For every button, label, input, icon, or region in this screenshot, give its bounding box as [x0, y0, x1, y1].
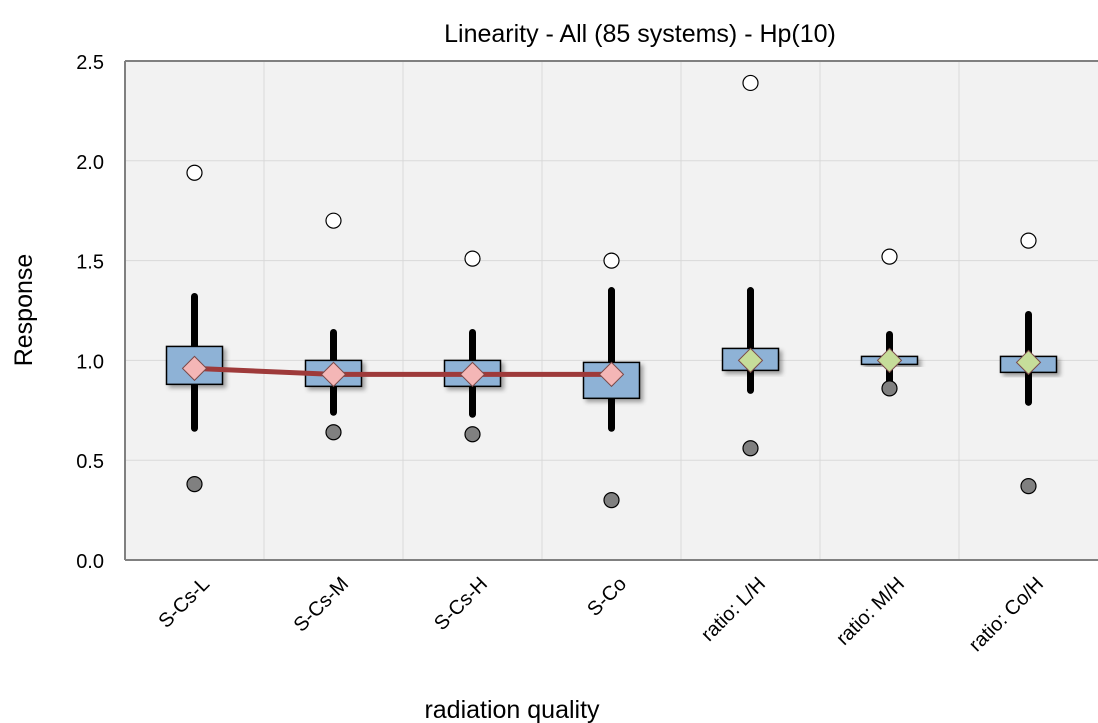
outlier-low-point	[464, 426, 481, 443]
mean-marker	[737, 347, 764, 374]
mean-markers	[181, 347, 1042, 388]
y-tick-label: 1.5	[76, 252, 104, 274]
x-axis-tick-labels: S-Cs-L S-Cs-M S-Cs-H S-Co ratio: L/H ratio: M…	[154, 573, 1048, 656]
mean-marker	[459, 361, 486, 388]
outlier-high-point	[325, 212, 342, 229]
y-tick-label: 0.0	[76, 551, 104, 573]
mean-marker	[876, 347, 903, 374]
outlier-high-point	[186, 164, 203, 181]
x-tick-label: S-Co	[583, 573, 631, 621]
y-axis-tick-labels: 0.0 0.5 1.0 1.5 2.0 2.5	[76, 52, 104, 573]
outlier-low-point	[742, 440, 759, 457]
x-tick-label: S-Cs-M	[290, 573, 353, 636]
y-tick-label: 1.0	[76, 351, 104, 373]
outlier-high-point	[742, 74, 759, 92]
x-tick-label: ratio: L/H	[697, 573, 770, 646]
mean-marker	[181, 355, 208, 382]
y-tick-label: 2.0	[76, 152, 104, 174]
outlier-high-point	[881, 248, 898, 265]
y-axis-title: Response	[10, 254, 38, 367]
x-axis-title: radiation quality	[424, 696, 600, 723]
x-tick-label: ratio: Co/H	[965, 573, 1048, 656]
outlier-high-point	[603, 252, 620, 269]
outlier-low-point	[325, 424, 342, 441]
outlier-low-point	[1020, 478, 1037, 495]
outlier-low-point	[186, 476, 203, 493]
outlier-high-point	[1020, 232, 1037, 249]
x-tick-label: S-Cs-H	[430, 573, 492, 635]
x-tick-label: ratio: M/H	[832, 573, 909, 650]
mean-marker	[320, 361, 347, 388]
y-tick-label: 2.5	[76, 52, 104, 74]
mean-line	[194, 365, 612, 377]
axes	[124, 60, 1098, 561]
mean-marker	[598, 361, 625, 388]
outlier-high-point	[464, 250, 481, 267]
x-tick-label: S-Cs-L	[154, 573, 214, 633]
outlier-low-point	[603, 492, 620, 509]
mean-line-series	[194, 365, 612, 377]
mean-marker	[1015, 349, 1042, 376]
y-tick-label: 0.5	[76, 451, 104, 473]
outlier-low-point	[881, 380, 898, 397]
chart-title: Linearity - All (85 systems) - Hp(10)	[444, 20, 836, 48]
